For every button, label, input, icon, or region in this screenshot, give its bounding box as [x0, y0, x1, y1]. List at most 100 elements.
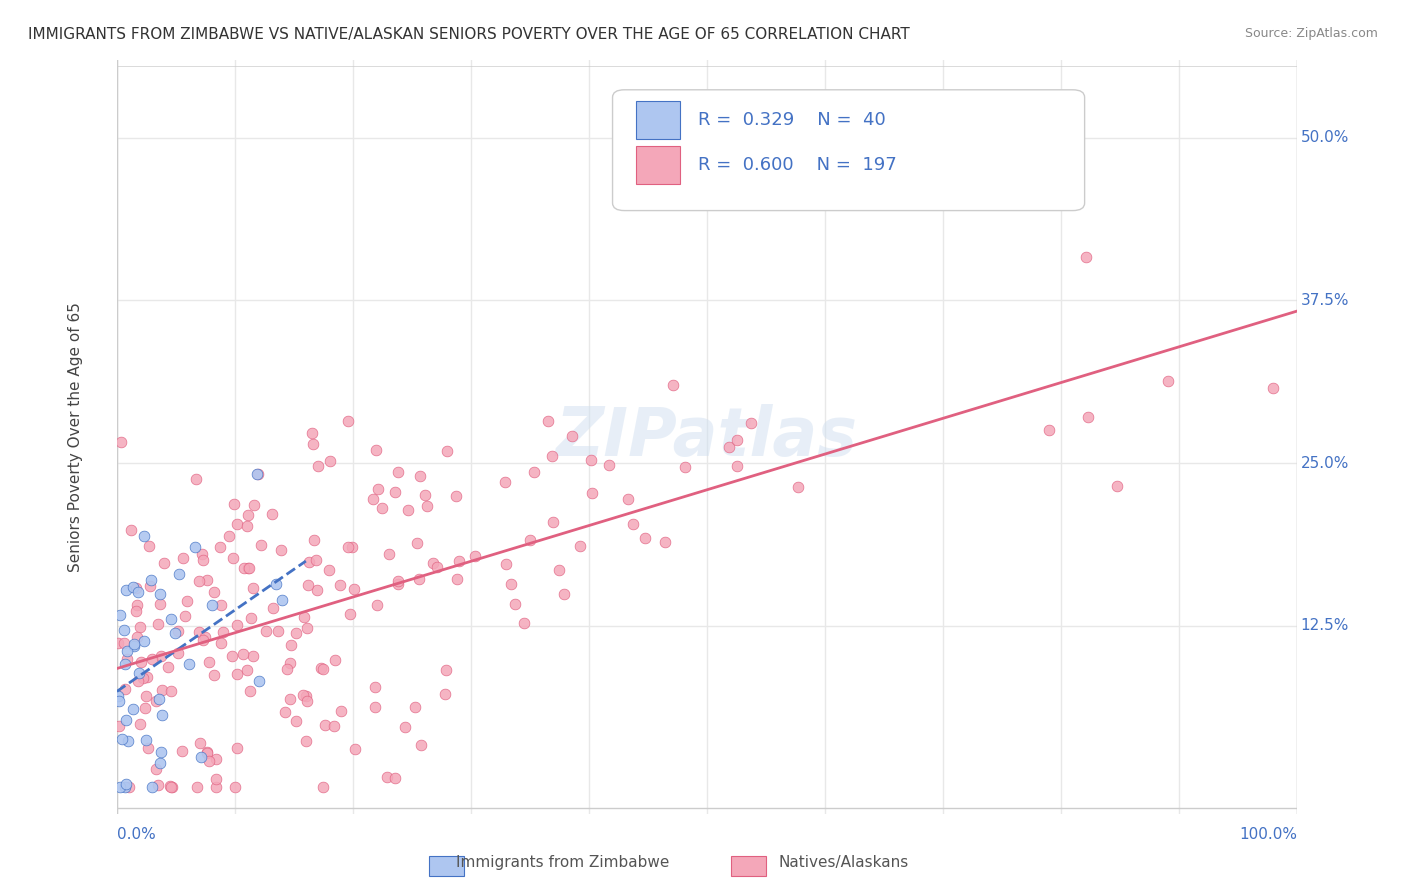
Point: [274, 706, 297, 720]
Point: [378, 547, 401, 561]
Point: [148, 692, 170, 706]
Point: [209, 599, 232, 613]
Point: [425, 560, 447, 574]
Point: [541, 449, 564, 463]
Point: [195, 745, 218, 759]
Point: [204, 668, 226, 682]
Point: [323, 653, 346, 667]
Point: [725, 433, 748, 447]
Text: 12.5%: 12.5%: [1301, 618, 1348, 633]
Point: [301, 426, 323, 441]
Point: [197, 746, 219, 760]
Point: [136, 670, 159, 684]
Point: [226, 516, 249, 531]
Point: [125, 630, 148, 644]
Point: [1038, 423, 1060, 437]
Point: [108, 607, 131, 622]
Point: [236, 508, 259, 522]
Point: [236, 560, 259, 574]
Point: [128, 666, 150, 681]
Point: [295, 694, 318, 708]
Point: [149, 756, 172, 770]
Point: [112, 623, 135, 637]
Point: [127, 673, 149, 688]
Point: [396, 502, 419, 516]
Point: [115, 582, 138, 597]
Point: [125, 582, 148, 596]
Point: [247, 467, 270, 481]
Point: [120, 524, 142, 538]
Point: [408, 573, 430, 587]
Point: [221, 649, 243, 664]
Point: [278, 656, 301, 670]
Point: [108, 694, 131, 708]
Point: [198, 655, 221, 669]
Point: [114, 780, 136, 794]
Point: [127, 598, 149, 612]
Point: [409, 469, 432, 483]
Point: [309, 661, 332, 675]
Point: [242, 581, 264, 595]
Point: [145, 694, 167, 708]
Point: [284, 626, 307, 640]
Point: [242, 648, 264, 663]
Point: [108, 780, 131, 794]
FancyBboxPatch shape: [636, 101, 681, 139]
Point: [364, 700, 387, 714]
Point: [135, 689, 157, 703]
Point: [260, 507, 283, 521]
Point: [298, 555, 321, 569]
Point: [232, 648, 254, 662]
Point: [340, 540, 363, 554]
Point: [422, 556, 444, 570]
Point: [302, 533, 325, 548]
Point: [239, 684, 262, 698]
Point: [160, 780, 183, 794]
Point: [160, 612, 183, 626]
Point: [170, 744, 193, 758]
Point: [278, 691, 301, 706]
Point: [262, 601, 284, 615]
Point: [146, 778, 169, 792]
Point: [617, 492, 640, 507]
Point: [266, 624, 288, 638]
Point: [194, 630, 217, 644]
Point: [725, 458, 748, 473]
Point: [548, 563, 571, 577]
Point: [579, 453, 602, 467]
Point: [114, 777, 136, 791]
Point: [387, 577, 409, 591]
Point: [1107, 479, 1129, 493]
Point: [291, 688, 314, 702]
Point: [434, 663, 457, 677]
Point: [295, 621, 318, 635]
Point: [433, 687, 456, 701]
Point: [132, 671, 155, 685]
Point: [406, 535, 429, 549]
Point: [512, 615, 534, 630]
Point: [375, 770, 398, 784]
Point: [297, 578, 319, 592]
Point: [114, 682, 136, 697]
Point: [195, 573, 218, 587]
Point: [141, 652, 163, 666]
Point: [107, 636, 129, 650]
Point: [654, 535, 676, 549]
Point: [312, 662, 335, 676]
Point: [598, 458, 620, 472]
Text: Natives/Alaskans: Natives/Alaskans: [779, 855, 908, 870]
Point: [292, 609, 315, 624]
Point: [152, 683, 174, 698]
Point: [361, 491, 384, 506]
Point: [387, 465, 409, 479]
Point: [1157, 374, 1180, 388]
Point: [436, 444, 458, 458]
Point: [127, 585, 149, 599]
Point: [304, 553, 326, 567]
Point: [314, 718, 336, 732]
Point: [568, 539, 591, 553]
Text: 25.0%: 25.0%: [1301, 456, 1348, 471]
Point: [240, 611, 263, 625]
Point: [153, 556, 176, 570]
Point: [322, 719, 344, 733]
